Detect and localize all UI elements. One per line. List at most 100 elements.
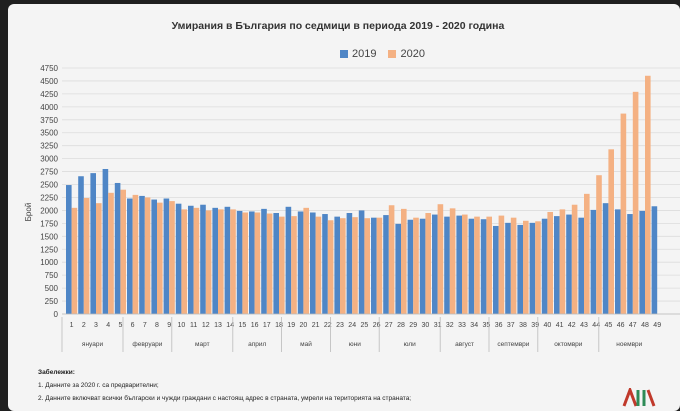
bar-2019-week-5 xyxy=(114,182,121,314)
bar-2020-week-11 xyxy=(193,207,200,314)
x-tick-label: 21 xyxy=(312,322,320,329)
x-axis-ticks: 1 2 3 4 5 6 7 8 9 10 11 12 13 14 15 16 17 18 19 20 21 22 23 24 2… xyxy=(70,322,662,329)
bar-2020-week-26 xyxy=(376,217,383,314)
x-tick-label: 22 xyxy=(324,322,332,329)
x-tick-label: 8 xyxy=(155,322,159,329)
y-tick-label: 250 xyxy=(45,297,59,306)
bar-2020-week-5 xyxy=(120,189,126,314)
month-labels: януари февруари март април май юни юли август се… xyxy=(61,313,680,352)
bar-2020-week-37 xyxy=(510,217,517,314)
bar-2019-week-27 xyxy=(383,215,389,314)
y-tick-label: 1750 xyxy=(40,219,58,228)
bar-2020-week-19 xyxy=(291,216,297,314)
x-tick-label: 39 xyxy=(531,322,539,329)
bar-2019-week-23 xyxy=(334,216,340,314)
x-tick-label: 42 xyxy=(568,322,576,329)
x-tick-label: 36 xyxy=(495,322,503,329)
y-axis-ticks: 0 250 500 750 1000 1250 1500 1750 2000 2250 2500 27… xyxy=(40,64,58,319)
month-label: юли xyxy=(404,341,417,348)
bar-2019-week-12 xyxy=(200,204,206,314)
bar-2020-week-2 xyxy=(83,197,90,314)
bar-2020-week-46 xyxy=(620,113,627,314)
y-tick-label: 3500 xyxy=(40,129,58,138)
month-label: май xyxy=(300,340,312,348)
x-tick-label: 34 xyxy=(470,322,478,329)
bar-2019-week-48 xyxy=(639,210,645,314)
x-tick-label: 6 xyxy=(131,322,135,329)
bar-2020-week-33 xyxy=(462,214,468,314)
x-tick-label: 30 xyxy=(422,322,430,329)
x-tick-label: 31 xyxy=(434,322,442,329)
legend-swatch-2020 xyxy=(388,50,397,58)
bar-2019-week-36 xyxy=(493,225,499,314)
y-axis-label: Брой xyxy=(24,203,33,222)
y-tick-label: 4000 xyxy=(40,103,58,112)
notes: Забележки: 1. Данните за 2020 г. са пред… xyxy=(38,366,411,405)
y-tick-label: 2750 xyxy=(40,168,58,177)
x-tick-label: 41 xyxy=(556,322,564,329)
y-tick-label: 1000 xyxy=(40,258,58,267)
y-tick-label: 4750 xyxy=(40,64,58,73)
bar-2019-week-9 xyxy=(163,198,170,314)
bar-2019-week-46 xyxy=(615,209,621,314)
bar-2020-week-15 xyxy=(242,212,248,314)
x-tick-label: 18 xyxy=(275,322,283,329)
bar-2020-week-36 xyxy=(498,215,505,314)
y-tick-label: 4500 xyxy=(40,77,58,86)
note-item: 1. Данните за 2020 г. са предварителни; xyxy=(38,382,159,389)
notes-heading: Забележки: xyxy=(38,369,75,376)
y-tick-label: 4250 xyxy=(40,90,58,99)
x-tick-label: 44 xyxy=(592,322,600,329)
x-tick-label: 1 xyxy=(70,322,74,329)
bar-2019-week-30 xyxy=(419,218,426,314)
x-tick-label: 7 xyxy=(143,322,147,329)
bar-2020-week-28 xyxy=(401,208,407,314)
bar-2019-week-26 xyxy=(371,217,377,314)
bar-2019-week-10 xyxy=(175,203,182,314)
bar-2020-week-10 xyxy=(181,209,187,314)
legend-item-2019: 2019 xyxy=(340,48,376,60)
bar-2020-week-43 xyxy=(584,193,590,314)
bar-2020-week-12 xyxy=(205,210,212,314)
bar-2019-week-19 xyxy=(285,206,292,314)
bar-2019-week-11 xyxy=(188,205,194,314)
bar-2019-week-24 xyxy=(346,213,353,314)
y-tick-label: 0 xyxy=(54,310,59,319)
bar-2020-week-44 xyxy=(596,175,602,314)
month-label: октомври xyxy=(554,341,583,348)
bar-2019-week-49 xyxy=(651,206,658,314)
bar-2020-week-25 xyxy=(364,218,370,314)
x-tick-label: 32 xyxy=(446,322,454,329)
x-tick-label: 27 xyxy=(385,322,393,329)
slide: Умирания в България по седмици в периода… xyxy=(8,4,680,411)
bar-2020-week-42 xyxy=(571,204,578,314)
month-label: ноември xyxy=(616,341,642,348)
x-tick-label: 3 xyxy=(94,322,98,329)
x-tick-label: 11 xyxy=(190,322,197,329)
bar-2020-week-41 xyxy=(559,209,566,314)
x-tick-label: 29 xyxy=(409,322,417,329)
note-item: 2. Данните включват всички български и ч… xyxy=(38,395,412,402)
bar-2019-week-6 xyxy=(127,198,133,314)
bar-2019-week-16 xyxy=(249,211,255,314)
chart-title: Умирания в България по седмици в периода… xyxy=(171,20,505,32)
bar-2019-week-22 xyxy=(322,214,328,314)
y-tick-label: 2000 xyxy=(40,206,58,215)
bar-chart: 0250500750100012501500175020002250250027… xyxy=(24,64,680,352)
y-tick-label: 1500 xyxy=(40,232,58,241)
bar-2019-week-3 xyxy=(90,173,96,314)
bar-2019-week-37 xyxy=(505,222,511,314)
bar-2020-week-47 xyxy=(632,91,639,315)
x-tick-label: 12 xyxy=(202,322,210,329)
x-tick-label: 10 xyxy=(178,322,186,329)
x-tick-label: 35 xyxy=(483,322,491,329)
month-label: април xyxy=(248,341,266,348)
month-label: януари xyxy=(82,341,104,348)
bar-2020-week-48 xyxy=(645,75,651,314)
x-tick-label: 49 xyxy=(653,322,661,329)
x-tick-label: 24 xyxy=(348,322,356,329)
y-tick-label: 750 xyxy=(45,271,59,280)
bar-2020-week-6 xyxy=(132,194,139,314)
bar-2019-week-40 xyxy=(541,218,548,314)
bar-2019-week-32 xyxy=(444,216,450,314)
